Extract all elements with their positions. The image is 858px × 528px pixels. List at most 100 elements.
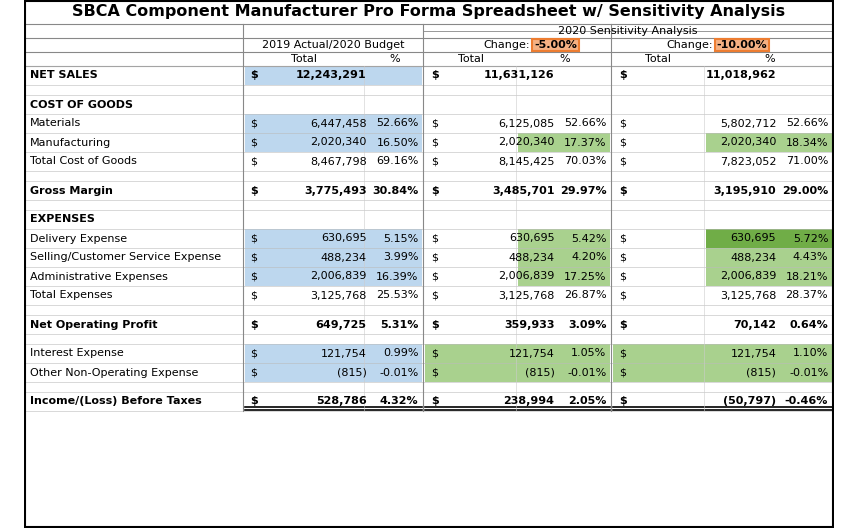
Text: $: $ (619, 233, 625, 243)
Text: 4.32%: 4.32% (380, 397, 419, 407)
Bar (705, 267, 832, 286)
Text: 121,754: 121,754 (509, 348, 554, 359)
Text: $: $ (431, 367, 438, 378)
Bar (245, 248, 422, 267)
Text: 16.50%: 16.50% (377, 137, 419, 147)
Text: %: % (390, 54, 400, 64)
Text: $: $ (431, 71, 438, 80)
Text: $: $ (251, 397, 258, 407)
Text: Total: Total (645, 54, 671, 64)
Text: 52.66%: 52.66% (564, 118, 607, 128)
Text: $: $ (251, 290, 257, 300)
Text: $: $ (619, 397, 626, 407)
Bar (532, 39, 579, 51)
Text: 5.42%: 5.42% (571, 233, 607, 243)
Text: Change:: Change: (667, 40, 713, 50)
Text: $: $ (431, 290, 438, 300)
Text: Delivery Expense: Delivery Expense (30, 233, 127, 243)
Text: $: $ (251, 118, 257, 128)
Text: $: $ (619, 185, 626, 195)
Text: 5.31%: 5.31% (380, 319, 419, 329)
Text: Administrative Expenses: Administrative Expenses (30, 271, 167, 281)
Text: 1.10%: 1.10% (793, 348, 828, 359)
Bar (517, 229, 610, 248)
Text: $: $ (251, 319, 258, 329)
Text: 3,485,701: 3,485,701 (492, 185, 554, 195)
Bar (245, 133, 422, 152)
Text: -5.00%: -5.00% (534, 40, 577, 50)
Text: 30.84%: 30.84% (372, 185, 419, 195)
Text: 2,006,839: 2,006,839 (311, 271, 366, 281)
Text: 16.39%: 16.39% (377, 271, 419, 281)
Text: $: $ (431, 397, 438, 407)
Text: 3,775,493: 3,775,493 (304, 185, 366, 195)
Bar (517, 248, 610, 267)
Text: $: $ (619, 290, 625, 300)
Text: Total: Total (457, 54, 484, 64)
Text: 8,467,798: 8,467,798 (310, 156, 366, 166)
Text: $: $ (251, 348, 257, 359)
Text: $: $ (251, 252, 257, 262)
Text: 630,695: 630,695 (321, 233, 366, 243)
Text: $: $ (251, 233, 257, 243)
Text: 2019 Actual/2020 Budget: 2019 Actual/2020 Budget (262, 40, 404, 50)
Text: 2,020,340: 2,020,340 (498, 137, 554, 147)
Text: $: $ (251, 367, 257, 378)
Text: Total Cost of Goods: Total Cost of Goods (30, 156, 136, 166)
Text: 11,631,126: 11,631,126 (484, 71, 554, 80)
Text: 18.21%: 18.21% (786, 271, 828, 281)
Text: 2,020,340: 2,020,340 (311, 137, 366, 147)
Bar (613, 344, 832, 363)
Text: -10.00%: -10.00% (716, 40, 767, 50)
Text: Other Non-Operating Expense: Other Non-Operating Expense (30, 367, 198, 378)
Bar (245, 114, 422, 133)
Text: 3,195,910: 3,195,910 (714, 185, 776, 195)
Text: 18.34%: 18.34% (786, 137, 828, 147)
Bar (517, 133, 610, 152)
Bar (426, 344, 610, 363)
Text: $: $ (251, 271, 257, 281)
Text: $: $ (619, 137, 625, 147)
Text: $: $ (619, 71, 626, 80)
Text: 488,234: 488,234 (509, 252, 554, 262)
Bar (705, 248, 832, 267)
Text: 52.66%: 52.66% (377, 118, 419, 128)
Text: Materials: Materials (30, 118, 81, 128)
Bar (715, 39, 769, 51)
Bar (245, 229, 422, 248)
Text: 3.09%: 3.09% (568, 319, 607, 329)
Text: $: $ (431, 319, 438, 329)
Text: $: $ (619, 252, 625, 262)
Text: $: $ (431, 271, 438, 281)
Text: Selling/Customer Service Expense: Selling/Customer Service Expense (30, 252, 221, 262)
Text: 3,125,768: 3,125,768 (311, 290, 366, 300)
Text: $: $ (619, 319, 626, 329)
Text: %: % (559, 54, 570, 64)
Text: 8,145,425: 8,145,425 (498, 156, 554, 166)
Text: 3,125,768: 3,125,768 (498, 290, 554, 300)
Text: 2.05%: 2.05% (568, 397, 607, 407)
Text: 26.87%: 26.87% (564, 290, 607, 300)
Bar (245, 344, 422, 363)
Bar (245, 267, 422, 286)
Text: (50,797): (50,797) (723, 397, 776, 407)
Text: 71.00%: 71.00% (786, 156, 828, 166)
Text: 70.03%: 70.03% (564, 156, 607, 166)
Text: 29.00%: 29.00% (782, 185, 828, 195)
Bar (613, 363, 832, 382)
Text: 238,994: 238,994 (504, 397, 554, 407)
Text: SBCA Component Manufacturer Pro Forma Spreadsheet w/ Sensitivity Analysis: SBCA Component Manufacturer Pro Forma Sp… (72, 4, 786, 19)
Text: $: $ (251, 156, 257, 166)
Text: 52.66%: 52.66% (786, 118, 828, 128)
Text: 6,447,458: 6,447,458 (310, 118, 366, 128)
Text: 5.72%: 5.72% (793, 233, 828, 243)
Text: 488,234: 488,234 (321, 252, 366, 262)
Text: $: $ (431, 118, 438, 128)
Text: 4.20%: 4.20% (571, 252, 607, 262)
Text: EXPENSES: EXPENSES (30, 214, 94, 224)
Text: 17.25%: 17.25% (564, 271, 607, 281)
Text: Income/(Loss) Before Taxes: Income/(Loss) Before Taxes (30, 397, 202, 407)
Text: $: $ (431, 233, 438, 243)
Text: 0.64%: 0.64% (789, 319, 828, 329)
Text: 17.37%: 17.37% (564, 137, 607, 147)
